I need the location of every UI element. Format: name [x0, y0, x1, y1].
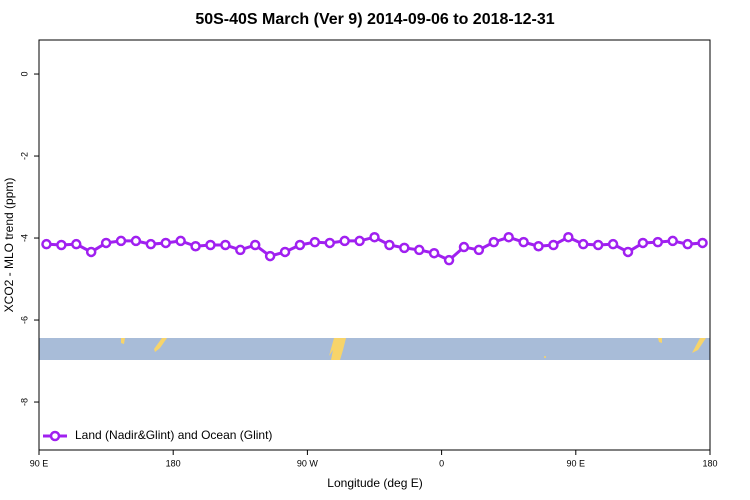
- data-point: [592, 239, 604, 251]
- x-tick-label: 180: [166, 458, 181, 468]
- data-point: [354, 235, 365, 247]
- data-point: [622, 246, 634, 258]
- data-point: [100, 237, 112, 249]
- data-point: [175, 235, 186, 247]
- data-point: [130, 235, 142, 247]
- x-tick-label: 90 E: [30, 458, 49, 468]
- data-point: [697, 237, 708, 249]
- legend-label: Land (Nadir&Glint) and Ocean (Glint): [75, 428, 272, 442]
- x-tick-label: 0: [439, 458, 444, 468]
- data-point: [56, 239, 67, 251]
- data-point: [458, 241, 470, 253]
- data-point: [548, 239, 559, 251]
- data-point: [205, 239, 216, 251]
- data-point: [413, 244, 425, 256]
- data-point: [443, 254, 455, 266]
- data-point: [607, 238, 619, 250]
- y-tick-label: 0: [19, 72, 29, 77]
- data-point: [41, 238, 52, 250]
- x-tick-label: 90 W: [297, 458, 319, 468]
- plot-frame: [38, 39, 711, 451]
- data-point: [667, 235, 678, 247]
- y-tick-label: -4: [19, 234, 29, 242]
- data-point: [533, 240, 544, 252]
- data-point: [652, 236, 664, 248]
- data-point: [563, 231, 574, 243]
- data-point: [578, 238, 589, 250]
- data-point: [220, 239, 231, 251]
- y-tick-label: -6: [19, 316, 29, 324]
- data-point: [339, 235, 350, 247]
- data-point: [279, 246, 291, 258]
- legend-marker: [49, 430, 61, 442]
- data-point: [309, 236, 321, 248]
- data-point: [324, 237, 336, 249]
- data-point: [249, 239, 261, 251]
- data-point: [145, 238, 157, 250]
- data-point: [473, 244, 485, 256]
- x-tick-label: 180: [702, 458, 717, 468]
- data-point: [369, 231, 380, 243]
- data-point: [384, 239, 395, 251]
- x-axis-label: Longitude (deg E): [327, 476, 422, 490]
- data-point: [264, 250, 276, 262]
- x-tick-label: 90 E: [567, 458, 586, 468]
- y-axis-label: XCO2 - MLO trend (ppm): [2, 178, 16, 313]
- y-tick-label: -2: [19, 152, 29, 160]
- land-ocean-strip: [39, 338, 710, 360]
- data-point: [71, 238, 82, 250]
- data-point: [488, 236, 500, 248]
- data-point: [115, 235, 127, 247]
- data-point: [190, 240, 201, 252]
- y-tick-label: -8: [19, 398, 29, 406]
- chart-title: 50S-40S March (Ver 9) 2014-09-06 to 2018…: [195, 11, 554, 28]
- data-point: [518, 236, 529, 248]
- data-point: [399, 242, 410, 254]
- data-point: [428, 247, 440, 259]
- data-point: [637, 237, 649, 249]
- data-point: [503, 231, 514, 243]
- data-point: [682, 238, 693, 250]
- data-point: [294, 239, 306, 251]
- data-point: [235, 244, 246, 256]
- data-point: [160, 237, 171, 249]
- data-point: [85, 246, 97, 258]
